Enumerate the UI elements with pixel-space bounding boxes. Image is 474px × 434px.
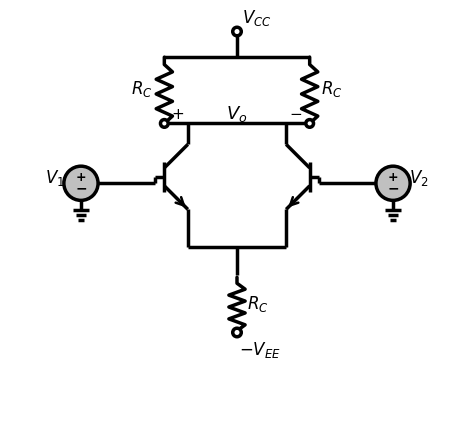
Text: $R_C$: $R_C$ — [246, 294, 268, 314]
Circle shape — [161, 120, 168, 127]
Text: −: − — [290, 106, 302, 122]
Text: $R_C$: $R_C$ — [131, 79, 153, 99]
Text: $V_2$: $V_2$ — [409, 168, 428, 188]
Text: $-V_{EE}$: $-V_{EE}$ — [239, 340, 281, 360]
Circle shape — [233, 27, 241, 36]
Text: $R_C$: $R_C$ — [321, 79, 343, 99]
Circle shape — [376, 166, 410, 201]
Text: $V_{CC}$: $V_{CC}$ — [242, 8, 272, 28]
Circle shape — [306, 120, 313, 127]
Text: $V_o$: $V_o$ — [226, 104, 248, 124]
Text: −: − — [387, 182, 399, 196]
Text: +: + — [76, 171, 86, 184]
Circle shape — [64, 166, 98, 201]
Text: +: + — [172, 106, 184, 122]
Circle shape — [233, 328, 241, 337]
Text: $V_1$: $V_1$ — [46, 168, 65, 188]
Text: −: − — [75, 182, 87, 196]
Text: +: + — [388, 171, 398, 184]
